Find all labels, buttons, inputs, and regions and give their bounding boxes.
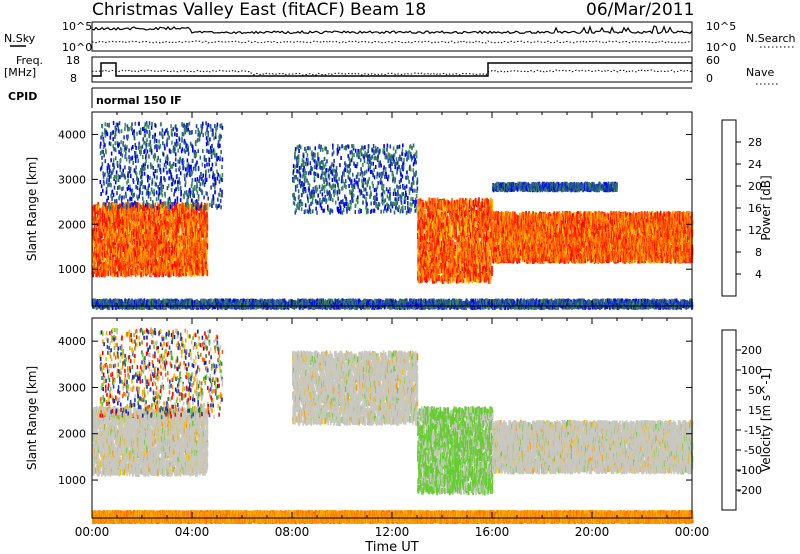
nave-tick-top: 60 — [706, 54, 720, 67]
nsky-series-line — [92, 26, 692, 33]
nsky-tick-bottom: 10^0 — [62, 41, 92, 54]
nave-series-line — [92, 70, 692, 75]
nave-label: Nave — [746, 66, 774, 79]
nave-tick-bottom: 0 — [706, 72, 713, 85]
freq-panel-frame — [92, 57, 692, 82]
freq-tick-bottom: 8 — [70, 72, 77, 85]
beam-label: Beam 18 — [350, 0, 426, 20]
cpid-label: CPID — [8, 90, 37, 103]
freq-series-line — [92, 63, 692, 76]
nsky-panel-frame — [92, 22, 692, 51]
nsky-tick-top: 10^5 — [62, 20, 92, 33]
nsearch-tick-bottom: 10^0 — [706, 41, 736, 54]
radar-summary-plot: Christmas Valley East (fitACF) Beam 18 0… — [0, 0, 800, 554]
freq-unit: [MHz] — [4, 66, 36, 79]
nsearch-tick-top: 10^5 — [706, 20, 736, 33]
plot-title: Christmas Valley East (fitACF) — [92, 0, 345, 20]
nsky-label: N.Sky — [4, 32, 36, 45]
cpid-value: normal 150 IF — [96, 94, 182, 107]
heatmap-cell — [101, 232, 103, 238]
freq-tick-top: 18 — [66, 54, 80, 67]
nsearch-label: N.Search — [746, 32, 796, 45]
heatmap-cell — [107, 270, 109, 276]
date-label: 06/Mar/2011 — [586, 0, 694, 20]
nsearch-series-line — [92, 41, 692, 43]
